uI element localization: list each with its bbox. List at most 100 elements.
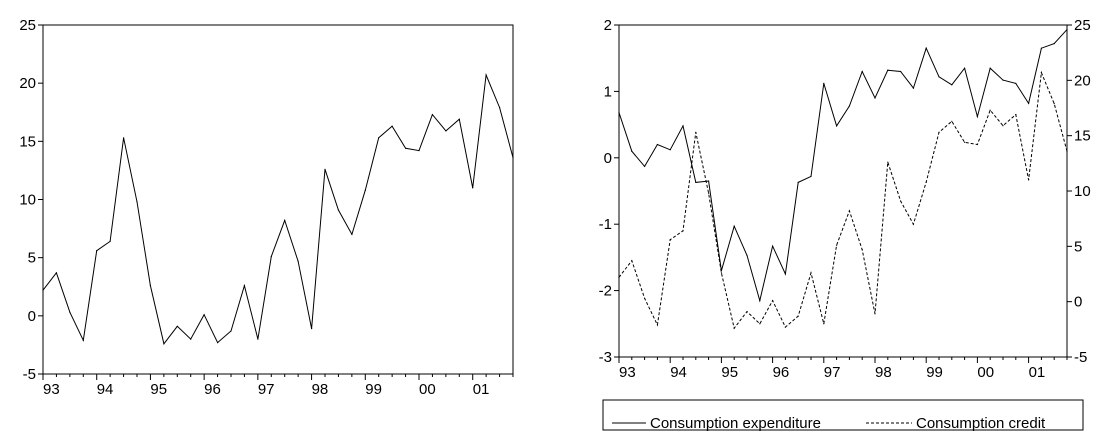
data-point xyxy=(887,161,889,163)
data-point xyxy=(797,181,799,183)
data-point xyxy=(499,107,501,109)
data-point xyxy=(964,67,966,69)
data-point xyxy=(823,323,825,325)
y-tick-label: -1 xyxy=(599,216,612,233)
x-tick-label: 99 xyxy=(926,364,943,381)
x-tick-label: 98 xyxy=(312,381,329,398)
data-point xyxy=(874,97,876,99)
data-point xyxy=(311,328,313,330)
data-point xyxy=(925,181,927,183)
data-point xyxy=(418,150,420,152)
data-point xyxy=(149,285,151,287)
data-point xyxy=(123,137,125,139)
legend-label-expenditure: Consumption expenditure xyxy=(650,415,821,432)
plot-frame xyxy=(618,24,1068,358)
data-point xyxy=(836,125,838,127)
data-point xyxy=(682,230,684,232)
data-point xyxy=(55,272,58,274)
data-point xyxy=(42,289,44,291)
data-point xyxy=(69,311,71,313)
data-point xyxy=(96,250,98,252)
data-point xyxy=(1040,47,1042,49)
x-tick-label: 97 xyxy=(824,364,841,381)
data-point xyxy=(109,240,111,242)
data-point xyxy=(964,141,966,143)
x-tick-label: 95 xyxy=(721,364,738,381)
x-tick-label: 95 xyxy=(150,381,167,398)
data-point xyxy=(1053,43,1055,45)
data-point xyxy=(784,326,787,328)
x-tick-label: 01 xyxy=(473,381,490,398)
data-point xyxy=(337,209,339,211)
data-point xyxy=(378,137,380,139)
y2-tick-label: 0 xyxy=(1074,294,1082,311)
x-tick-label: 98 xyxy=(875,364,892,381)
y2-tick-label: 10 xyxy=(1074,183,1091,200)
data-point xyxy=(900,70,902,73)
data-point xyxy=(746,254,748,256)
data-point xyxy=(1066,29,1068,31)
data-point xyxy=(746,311,748,313)
data-point xyxy=(270,255,272,258)
legend-box xyxy=(602,399,1084,431)
y-tick-label: 0 xyxy=(604,150,612,167)
y-tick-label: 0 xyxy=(28,308,36,325)
data-point xyxy=(772,300,774,302)
series-line-0 xyxy=(618,29,1068,303)
y-tick-label: 15 xyxy=(19,133,36,150)
y-tick-label: -3 xyxy=(599,349,612,366)
data-point xyxy=(656,324,659,326)
y2-tick-label: 20 xyxy=(1074,72,1091,89)
data-point xyxy=(733,225,735,227)
y-tick-label: 25 xyxy=(19,17,36,34)
data-point xyxy=(708,180,710,182)
y-tick-label: 1 xyxy=(604,83,612,100)
data-point xyxy=(976,116,979,118)
x-tick-label: 93 xyxy=(43,381,60,398)
x-tick-label: 93 xyxy=(619,364,636,381)
data-point xyxy=(631,150,633,152)
data-point xyxy=(405,147,407,149)
data-point xyxy=(1040,72,1042,74)
data-point xyxy=(989,67,991,69)
data-point xyxy=(230,330,232,332)
data-point xyxy=(82,339,84,341)
series-line-1 xyxy=(618,70,1068,330)
data-point xyxy=(823,82,825,84)
y2-tick-label: -5 xyxy=(1074,349,1087,366)
data-point xyxy=(1028,179,1030,181)
x-tick-label: 94 xyxy=(670,364,687,381)
data-point xyxy=(810,272,812,274)
y-tick-label: -5 xyxy=(23,366,36,383)
data-point xyxy=(217,342,219,344)
data-point xyxy=(772,245,774,247)
data-point xyxy=(848,105,851,107)
data-point xyxy=(810,175,812,177)
data-point xyxy=(682,125,684,127)
data-point xyxy=(1015,114,1017,116)
data-point xyxy=(874,313,876,315)
plot-frame xyxy=(42,24,514,375)
data-point xyxy=(644,297,646,299)
data-point xyxy=(669,239,671,241)
y-tick-label: 20 xyxy=(19,75,36,92)
data-point xyxy=(720,272,723,274)
y2-tick-label: 25 xyxy=(1074,17,1091,34)
data-point xyxy=(284,219,286,221)
data-point xyxy=(925,47,927,49)
data-point xyxy=(485,74,487,76)
data-point xyxy=(989,109,991,111)
legend: Consumption expenditure Consumption cred… xyxy=(602,399,1084,432)
data-point xyxy=(364,189,366,191)
data-point xyxy=(203,314,205,316)
data-point xyxy=(669,149,671,151)
data-point xyxy=(618,112,620,114)
data-point xyxy=(887,69,889,71)
data-point xyxy=(1002,125,1004,127)
data-point xyxy=(1028,102,1030,104)
data-point xyxy=(695,181,697,183)
data-point xyxy=(190,338,192,340)
data-point xyxy=(784,273,787,275)
data-point xyxy=(708,192,710,194)
